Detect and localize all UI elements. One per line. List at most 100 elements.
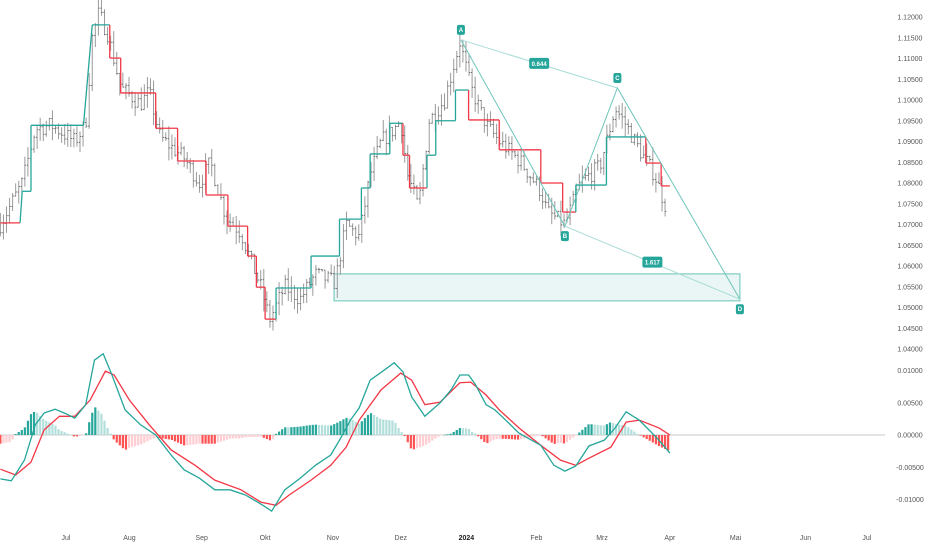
point-label-d: D (738, 307, 743, 313)
macd-histogram-bar (431, 435, 434, 441)
macd-histogram-bar (372, 415, 376, 435)
macd-histogram-bar (170, 435, 173, 441)
macd-histogram-bar (544, 435, 547, 439)
macd-histogram-bar (648, 435, 651, 441)
macd-histogram-bar (259, 435, 262, 437)
macd-histogram-bar (284, 427, 287, 435)
macd-histogram-bar (406, 435, 409, 443)
macd-histogram-bar (330, 425, 333, 435)
price-tick-label: 1.11500 (898, 35, 923, 42)
price-tick-label: 1.09500 (897, 118, 922, 125)
macd-histogram-bar (366, 414, 370, 435)
macd-histogram-bar (176, 435, 180, 443)
macd-histogram-bar (81, 435, 85, 436)
macd-histogram-bar (348, 418, 351, 435)
macd-histogram-bar (526, 435, 529, 438)
macd-histogram-bar (507, 435, 510, 440)
macd-histogram-bar (627, 427, 630, 435)
macd-histogram-bar (327, 425, 330, 435)
macd-histogram-bar (57, 429, 60, 435)
macd-histogram-bar (63, 432, 66, 435)
harmonic-pattern[interactable]: A B C D 0.644 1.617 (456, 24, 744, 315)
price-tick-label: 1.08000 (897, 181, 922, 188)
macd-histogram-bar (559, 435, 563, 443)
macd-histogram-bar (314, 424, 317, 435)
macd-histogram-bar (535, 435, 538, 436)
macd-histogram-bar (51, 423, 54, 435)
macd-histogram-bar (42, 419, 45, 435)
macd-histogram-bar (250, 435, 253, 438)
point-badge-a (456, 24, 465, 35)
macd-histogram-bar (391, 420, 394, 435)
trailing-stop-line (0, 24, 670, 320)
macd-histogram-bar (296, 426, 299, 435)
macd-histogram-bar (5, 435, 8, 443)
macd-histogram-bar (20, 430, 23, 435)
macd-tick-label: 0.00500 (897, 400, 922, 407)
macd-histogram-bar (232, 435, 235, 439)
point-badge-b (560, 231, 569, 242)
macd-histogram-bar (529, 435, 532, 438)
time-tick-label: Jul (62, 535, 71, 542)
price-tick-label: 1.11000 (898, 56, 923, 63)
ohlc-bars (0, 0, 667, 331)
macd-histogram-bar (23, 427, 26, 435)
macd-histogram-bar (403, 435, 406, 437)
macd-histogram-bar (385, 419, 388, 435)
macd-histogram-bar (495, 435, 498, 440)
pattern-zone-layer (333, 273, 741, 302)
ratio-badge (529, 57, 550, 69)
macd-histogram-bar (458, 428, 461, 435)
macd-histogram-bar (317, 424, 321, 435)
macd-histogram-bar (164, 435, 167, 439)
macd-histogram-bar (449, 433, 452, 435)
trail-step (82, 24, 93, 126)
macd-histogram-bar (363, 418, 366, 435)
macd-histogram-bar (146, 435, 149, 442)
macd-histogram-bar (149, 435, 152, 440)
macd-histogram-bar (608, 422, 612, 435)
macd-histogram-bar (198, 435, 201, 444)
macd-histogram-bar (651, 435, 654, 443)
time-axis[interactable]: Jul Aug Sep Okt Nov Dez 2024 Feb Mrz Apr Mai Jun Jul (62, 535, 872, 542)
time-tick-label: Apr (664, 535, 676, 542)
macd-histogram-bar (118, 435, 121, 446)
macd-histogram-bar (265, 435, 268, 440)
price-tick-label: 1.07000 (897, 222, 922, 229)
macd-histogram-bar (498, 435, 501, 439)
macd-histogram-bar (173, 435, 177, 442)
macd-histogram-bar (189, 435, 192, 445)
price-axis[interactable]: 1.12000 1.11500 1.11000 1.10500 1.10000 1.095… (896, 15, 924, 505)
macd-histogram-bar (581, 429, 584, 435)
macd-line (0, 352, 671, 513)
macd-histogram-bar (437, 435, 440, 437)
price-tick-label: 1.12000 (897, 15, 922, 22)
macd-histogram-bar (204, 435, 207, 444)
macd-histogram-bar (614, 424, 618, 435)
macd-histogram-bar (0, 435, 2, 444)
macd-histogram-bar (8, 435, 11, 443)
price-tick-label: 1.06000 (897, 264, 922, 271)
macd-histogram-bar (639, 435, 642, 436)
macd-histogram-bar (541, 435, 544, 437)
macd-histogram-bar (134, 435, 137, 447)
macd-histogram-bar (308, 425, 311, 435)
macd-histogram-bar (290, 427, 293, 435)
macd-histogram-bar (394, 422, 397, 435)
price-tick-label: 1.08500 (897, 160, 922, 167)
macd-histogram-bar (461, 428, 465, 435)
macd-histogram-bar (412, 435, 415, 450)
macd-histogram-bar (14, 434, 17, 435)
macd-histogram-bar (11, 435, 14, 440)
macd-histogram-bar (17, 432, 20, 435)
macd-histogram-bar (94, 407, 97, 435)
time-tick-label: Sep (195, 535, 208, 542)
macd-histogram-bar (247, 435, 250, 438)
macd-histogram-bar (428, 435, 431, 443)
price-tick-label: 1.10000 (897, 98, 922, 105)
time-tick-label: Mrz (596, 535, 608, 542)
macd-histogram-bar (109, 433, 112, 435)
macd-histogram-bar (492, 435, 495, 441)
macd-histogram-bar (219, 435, 223, 442)
